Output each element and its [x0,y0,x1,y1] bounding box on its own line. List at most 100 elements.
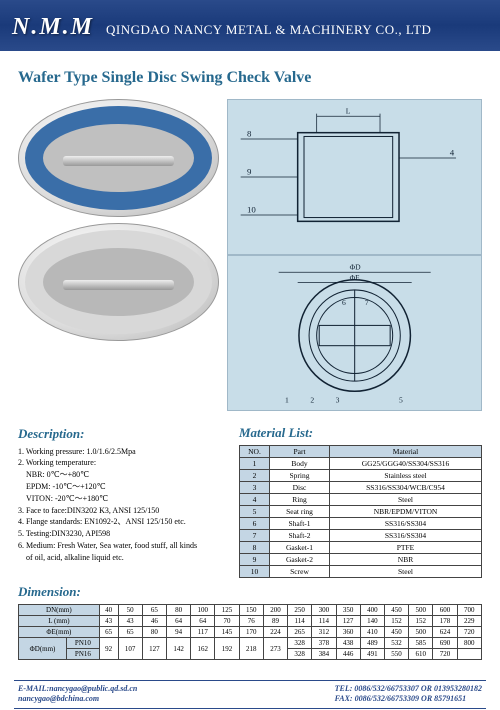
dimension-cell: 378 [312,638,336,649]
mid-row: Description: 1. Working pressure: 1.0/1.… [18,419,482,578]
dimension-cell: 585 [409,638,433,649]
dimension-cell: 500 [409,627,433,638]
dimension-row-header: ΦE(mm) [19,627,100,638]
dimension-cell: 489 [360,638,384,649]
material-cell: Gasket-1 [270,542,330,554]
material-cell: Shaft-1 [270,518,330,530]
svg-text:6: 6 [342,298,346,307]
dimension-cell: 142 [166,638,190,660]
material-cell: 10 [240,566,270,578]
page-footer: E-MAIL:nancygao@public.qd.sd.cn nancygao… [14,680,486,709]
dimension-heading: Dimension: [18,584,482,600]
description-line: 4. Flange standards: EN1092-2、ANSI 125/1… [18,517,225,528]
dimension-cell: 720 [433,649,457,660]
material-row: 2SpringStainless steel [240,470,482,482]
dimension-row: DN(mm)4050658010012515020025030035040045… [19,605,482,616]
svg-text:1: 1 [285,396,289,405]
svg-text:8: 8 [247,128,252,138]
dimension-cell: 46 [142,616,166,627]
company-name: QINGDAO NANCY METAL & MACHINERY CO., LTD [106,22,431,38]
svg-text:ΦD: ΦD [349,263,361,272]
dimension-cell: 117 [191,627,215,638]
svg-text:3: 3 [335,396,339,405]
dimension-cell: 162 [191,638,215,660]
svg-text:10: 10 [247,204,256,214]
dimension-table: DN(mm)4050658010012515020025030035040045… [18,604,482,660]
dimension-cell: 265 [288,627,312,638]
material-cell: 5 [240,506,270,518]
dimension-cell: 438 [336,638,360,649]
dimension-cell: 720 [457,627,481,638]
dimension-cell: 300 [312,605,336,616]
svg-text:7: 7 [364,298,368,307]
material-heading: Material List: [239,425,482,441]
valve-photo-silver [18,223,219,341]
dimension-cell: 170 [239,627,263,638]
dimension-cell: 43 [99,616,118,627]
material-row: 3DiscSS316/SS304/WCB/C954 [240,482,482,494]
dimension-cell: 192 [215,638,239,660]
dimension-cell: 218 [239,638,263,660]
dimension-cell: 114 [288,616,312,627]
dimension-cell: 145 [215,627,239,638]
dimension-cell: 150 [239,605,263,616]
product-photos [18,99,219,411]
dimension-cell [457,649,481,660]
dimension-cell: 384 [312,649,336,660]
material-header-cell: NO. [240,446,270,458]
material-cell: Stainless steel [330,470,482,482]
dimension-cell: 410 [360,627,384,638]
dimension-cell: 70 [215,616,239,627]
dimension-cell: 200 [263,605,287,616]
dimension-cell: 65 [142,605,166,616]
page-header: N.M.M QINGDAO NANCY METAL & MACHINERY CO… [0,0,500,51]
dimension-cell: 114 [312,616,336,627]
dimension-subheader: PN16 [67,649,100,660]
dimension-cell: 273 [263,638,287,660]
material-cell: Steel [330,566,482,578]
description-line: 3. Face to face:DIN3202 K3, ANSI 125/150 [18,506,225,517]
footer-phone: TEL: 0086/532/66753307 OR 013953280182 F… [335,684,482,705]
material-cell: Ring [270,494,330,506]
email-2: nancygao@bdchina.com [18,694,137,704]
material-cell: SS316/SS304/WCB/C954 [330,482,482,494]
svg-text:ΦE: ΦE [349,273,360,282]
material-row: 9Gasket-2NBR [240,554,482,566]
dimension-cell: 800 [457,638,481,649]
description-heading: Description: [18,425,225,443]
material-row: 1BodyGG25/GGG40/SS304/SS316 [240,458,482,470]
dimension-row-header: DN(mm) [19,605,100,616]
dimension-cell: 125 [215,605,239,616]
dimension-cell: 700 [457,605,481,616]
dimension-cell: 610 [409,649,433,660]
valve-photo-blue [18,99,219,217]
material-cell: 9 [240,554,270,566]
footer-email: E-MAIL:nancygao@public.qd.sd.cn nancygao… [18,684,137,705]
dimension-cell: 92 [99,638,118,660]
material-cell: Screw [270,566,330,578]
dimension-cell: 690 [433,638,457,649]
email-1: E-MAIL:nancygao@public.qd.sd.cn [18,684,137,694]
svg-text:2: 2 [310,396,314,405]
description-line: VITON: -20℃～+180℃ [18,494,225,505]
dimension-cell: 152 [409,616,433,627]
material-block: Material List: NO.PartMaterial 1BodyGG25… [239,419,482,578]
dimension-cell: 140 [360,616,384,627]
dimension-row-header: ΦD(mm) [19,638,67,660]
dimension-cell: 107 [118,638,142,660]
drawing-front-view: ΦD ΦE 1 2 3 5 7 6 [227,255,482,411]
dimension-cell: 65 [99,627,118,638]
dimension-cell: 250 [288,605,312,616]
dimension-cell: 43 [118,616,142,627]
dimension-cell: 450 [384,627,408,638]
material-cell: GG25/GGG40/SS304/SS316 [330,458,482,470]
dimension-cell: 446 [336,649,360,660]
material-header-cell: Material [330,446,482,458]
material-cell: SS316/SS304 [330,530,482,542]
dimension-cell: 152 [384,616,408,627]
material-cell: Body [270,458,330,470]
material-cell: Shaft-2 [270,530,330,542]
dimension-cell: 328 [288,638,312,649]
material-cell: NBR [330,554,482,566]
dimension-cell: 360 [336,627,360,638]
